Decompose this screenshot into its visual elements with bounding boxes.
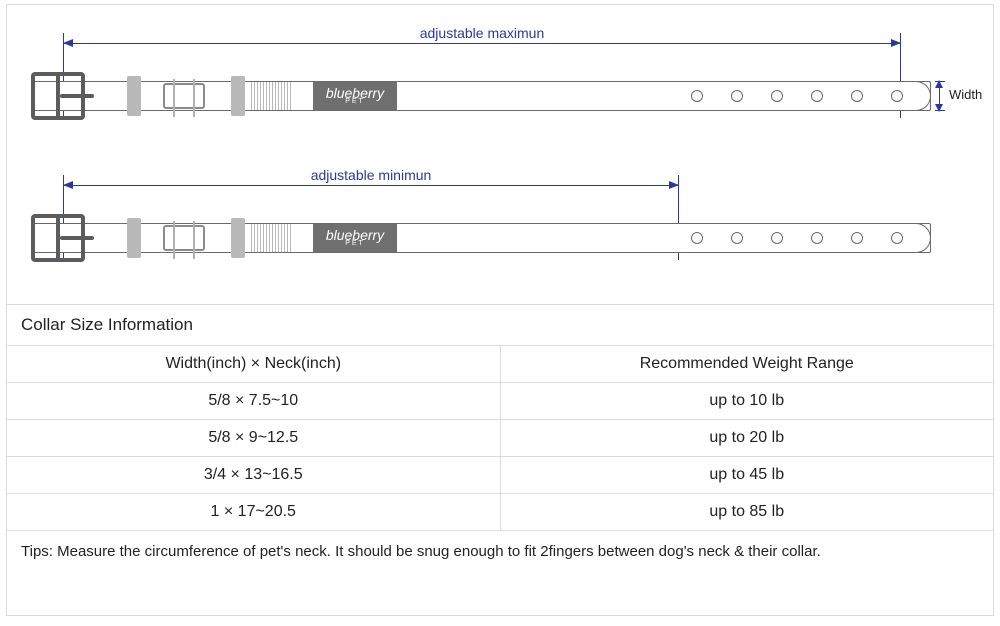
- table-cell: 1 × 17~20.5: [7, 494, 500, 531]
- table-row: 1 × 17~20.5up to 85 lb: [7, 494, 993, 531]
- table-cell: 5/8 × 9~12.5: [7, 420, 500, 457]
- adjustment-hole: [891, 90, 903, 102]
- d-ring-icon: [163, 225, 205, 251]
- table-row: 3/4 × 13~16.5up to 45 lb: [7, 457, 993, 494]
- width-dimension: Width: [935, 81, 991, 111]
- keeper-loop: [127, 218, 141, 258]
- adjustment-hole: [771, 90, 783, 102]
- tips-text: Tips: Measure the circumference of pet's…: [7, 531, 993, 572]
- size-table: Width(inch) × Neck(inch)Recommended Weig…: [7, 346, 993, 531]
- table-cell: 3/4 × 13~16.5: [7, 457, 500, 494]
- adjustment-hole: [731, 232, 743, 244]
- col-width-neck: Width(inch) × Neck(inch): [7, 346, 500, 383]
- table-row: 5/8 × 9~12.5up to 20 lb: [7, 420, 993, 457]
- d-ring-icon: [163, 83, 205, 109]
- dimension-label: adjustable maximun: [63, 25, 901, 41]
- table-cell: up to 10 lb: [500, 383, 993, 420]
- table-title: Collar Size Information: [7, 305, 993, 346]
- adjustment-hole: [771, 232, 783, 244]
- adjustment-hole: [811, 232, 823, 244]
- width-label: Width: [949, 87, 982, 102]
- table-row: 5/8 × 7.5~10up to 10 lb: [7, 383, 993, 420]
- table-cell: up to 20 lb: [500, 420, 993, 457]
- adjustment-hole: [891, 232, 903, 244]
- table-cell: up to 45 lb: [500, 457, 993, 494]
- adjustment-hole: [851, 90, 863, 102]
- keeper-loop: [231, 218, 245, 258]
- brand-tag: blueberryPET: [313, 82, 397, 110]
- adjustment-hole: [731, 90, 743, 102]
- dimension-top: adjustable maximun: [63, 43, 901, 44]
- dimension-label: adjustable minimun: [63, 167, 679, 183]
- adjustment-hole: [691, 90, 703, 102]
- buckle-icon: [31, 72, 85, 120]
- collar-diagram: adjustable maximun blueberryPET Width adjus…: [7, 5, 993, 305]
- stitching: [251, 224, 291, 252]
- table-cell: 5/8 × 7.5~10: [7, 383, 500, 420]
- col-weight: Recommended Weight Range: [500, 346, 993, 383]
- brand-sub: PET: [345, 241, 365, 247]
- adjustment-hole: [851, 232, 863, 244]
- size-chart-card: adjustable maximun blueberryPET Width adjus…: [6, 4, 994, 616]
- dimension-bot: adjustable minimun: [63, 185, 679, 186]
- buckle-icon: [31, 214, 85, 262]
- brand-tag: blueberryPET: [313, 224, 397, 252]
- adjustment-hole: [811, 90, 823, 102]
- brand-sub: PET: [345, 99, 365, 105]
- adjustment-hole: [691, 232, 703, 244]
- table-cell: up to 85 lb: [500, 494, 993, 531]
- keeper-loop: [127, 76, 141, 116]
- keeper-loop: [231, 76, 245, 116]
- stitching: [251, 82, 291, 110]
